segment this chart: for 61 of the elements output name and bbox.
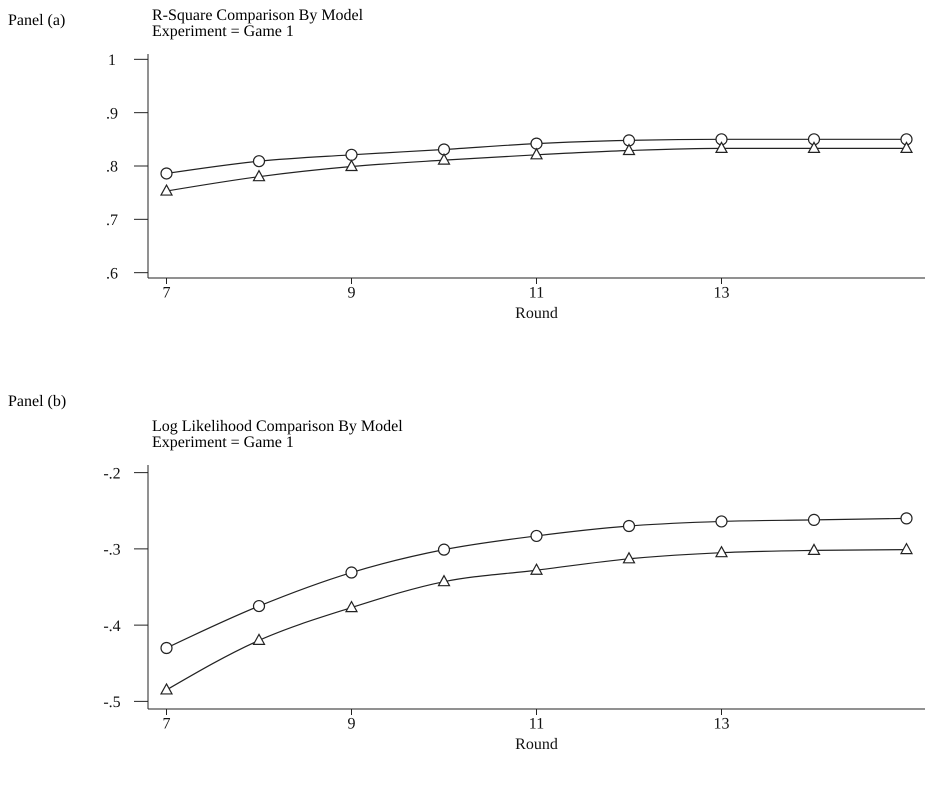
y-tick-label: .8 <box>106 158 118 176</box>
text: Panel (b) <box>8 393 66 411</box>
point <box>345 148 358 161</box>
y-tick-label: 1 <box>108 52 116 70</box>
point <box>715 546 728 558</box>
x-tick-label: 9 <box>348 284 356 302</box>
point <box>438 544 450 556</box>
point <box>438 154 450 165</box>
point <box>345 160 358 172</box>
y-tick-label: -.4 <box>103 618 121 635</box>
chart-title: R-Square Comparison By Model <box>152 7 364 24</box>
x-tick-label: 7 <box>162 284 170 302</box>
chart-subtitle: Experiment = Game 1 <box>152 23 294 40</box>
chart-subtitle: Experiment = Game 1 <box>152 434 294 451</box>
point <box>530 138 543 150</box>
x-axis-title: Round <box>515 736 558 753</box>
point <box>160 642 173 654</box>
x-tick-label: 13 <box>714 284 730 302</box>
y-tick-label: -.5 <box>103 694 121 712</box>
point <box>622 134 636 146</box>
point <box>715 133 728 146</box>
x-tick-label: 11 <box>528 284 544 302</box>
y-tick-label: .7 <box>106 212 118 230</box>
point <box>438 575 450 586</box>
x-tick-label: 9 <box>348 715 356 732</box>
text: Panel (a) <box>8 12 66 30</box>
point <box>252 600 266 612</box>
point <box>438 143 450 156</box>
point <box>808 142 820 153</box>
y-tick-label: .9 <box>106 105 118 122</box>
point <box>530 530 543 542</box>
point <box>252 634 266 645</box>
x-tick-label: 13 <box>714 715 730 732</box>
point <box>530 564 543 575</box>
point <box>808 514 820 526</box>
point <box>900 512 913 524</box>
point <box>345 566 358 579</box>
point <box>715 142 728 153</box>
point <box>160 167 173 180</box>
point <box>715 515 728 528</box>
point <box>808 544 820 555</box>
point <box>900 133 913 146</box>
x-tick-label: 7 <box>162 715 170 732</box>
point <box>900 142 913 153</box>
point <box>252 155 266 168</box>
point <box>345 600 358 612</box>
point <box>808 133 820 146</box>
point <box>160 184 173 196</box>
chart-title: Log Likelihood Comparison By Model <box>152 418 403 435</box>
x-tick-label: 11 <box>528 715 544 732</box>
point <box>622 144 636 156</box>
point <box>900 543 913 554</box>
y-tick-label: -.3 <box>103 542 121 559</box>
point <box>160 683 173 695</box>
y-tick-label: .6 <box>106 265 118 282</box>
point <box>622 520 636 532</box>
y-tick-label: -.2 <box>103 465 121 482</box>
point <box>530 148 543 160</box>
x-axis-title: Round <box>515 305 558 322</box>
point <box>622 552 636 564</box>
point <box>252 170 266 182</box>
